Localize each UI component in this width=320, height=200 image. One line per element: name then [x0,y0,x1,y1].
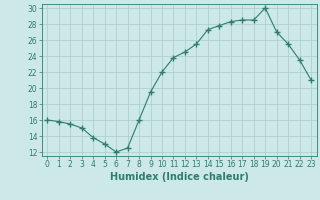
X-axis label: Humidex (Indice chaleur): Humidex (Indice chaleur) [110,172,249,182]
